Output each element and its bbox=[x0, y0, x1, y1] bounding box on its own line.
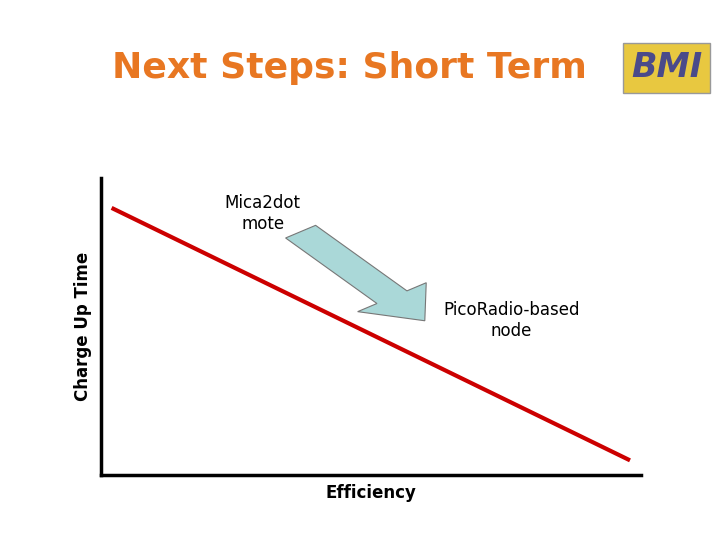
Text: PicoRadio-based
node: PicoRadio-based node bbox=[443, 301, 580, 340]
X-axis label: Efficiency: Efficiency bbox=[325, 483, 416, 502]
Polygon shape bbox=[286, 225, 426, 321]
Y-axis label: Charge Up Time: Charge Up Time bbox=[74, 252, 92, 401]
Text: Mica2dot
mote: Mica2dot mote bbox=[225, 194, 301, 233]
Text: BMI: BMI bbox=[631, 51, 702, 84]
Text: Next Steps: Short Term: Next Steps: Short Term bbox=[112, 51, 587, 85]
